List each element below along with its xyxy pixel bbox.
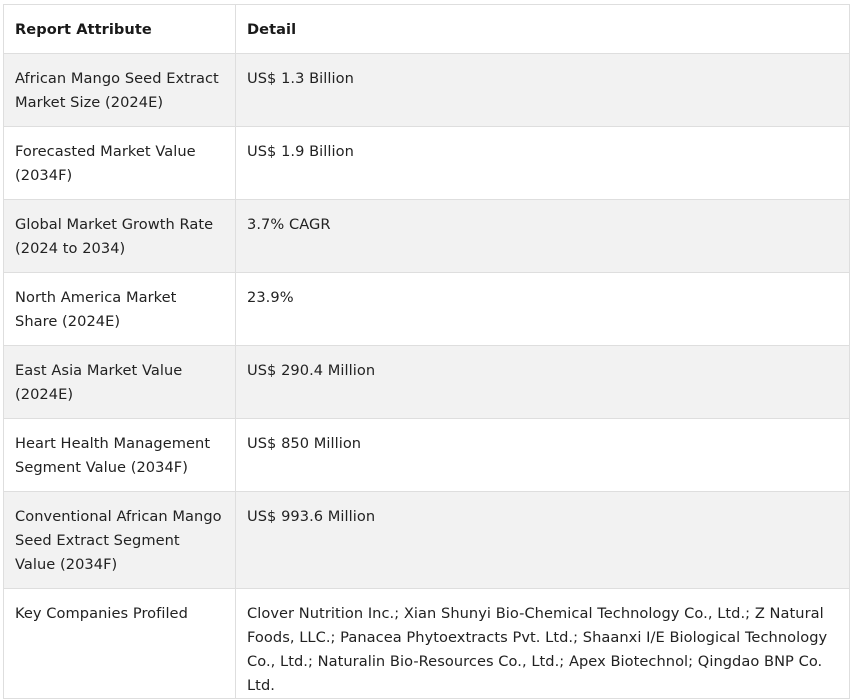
table-row: Conventional African Mango Seed Extract … <box>3 491 850 589</box>
header-report-attribute: Report Attribute <box>3 4 236 54</box>
table-row: Forecasted Market Value (2034F) US$ 1.9 … <box>3 126 850 200</box>
table-row: North America Market Share (2024E) 23.9% <box>3 272 850 346</box>
detail-cell: US$ 290.4 Million <box>235 345 850 419</box>
table-row: Heart Health Management Segment Value (2… <box>3 418 850 492</box>
attribute-cell: Forecasted Market Value (2034F) <box>3 126 236 200</box>
table-row: Key Companies Profiled Clover Nutrition … <box>3 588 850 699</box>
detail-cell: US$ 993.6 Million <box>235 491 850 589</box>
detail-cell: 23.9% <box>235 272 850 346</box>
detail-cell: Clover Nutrition Inc.; Xian Shunyi Bio-C… <box>235 588 850 699</box>
report-attribute-table: Report Attribute Detail African Mango Se… <box>3 4 850 699</box>
table-row: East Asia Market Value (2024E) US$ 290.4… <box>3 345 850 419</box>
table-row: Global Market Growth Rate (2024 to 2034)… <box>3 199 850 273</box>
report-table-container: Report Attribute Detail African Mango Se… <box>3 4 850 699</box>
header-detail: Detail <box>235 4 850 54</box>
attribute-cell: Conventional African Mango Seed Extract … <box>3 491 236 589</box>
attribute-cell: North America Market Share (2024E) <box>3 272 236 346</box>
table-header-row: Report Attribute Detail <box>3 4 850 54</box>
detail-cell: US$ 1.9 Billion <box>235 126 850 200</box>
attribute-cell: Global Market Growth Rate (2024 to 2034) <box>3 199 236 273</box>
attribute-cell: Key Companies Profiled <box>3 588 236 699</box>
attribute-cell: East Asia Market Value (2024E) <box>3 345 236 419</box>
detail-cell: US$ 850 Million <box>235 418 850 492</box>
detail-cell: US$ 1.3 Billion <box>235 53 850 127</box>
attribute-cell: African Mango Seed Extract Market Size (… <box>3 53 236 127</box>
table-row: African Mango Seed Extract Market Size (… <box>3 53 850 127</box>
attribute-cell: Heart Health Management Segment Value (2… <box>3 418 236 492</box>
detail-cell: 3.7% CAGR <box>235 199 850 273</box>
